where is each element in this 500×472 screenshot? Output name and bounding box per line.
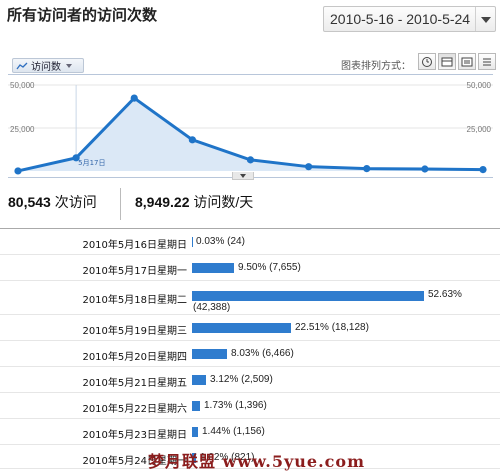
row-value: 1.02% (821) [200,452,255,463]
row-date: 2010年5月16日星期日 [82,240,187,251]
visits-value: 80,543 [8,194,51,210]
row-bar [192,237,193,247]
row-value: 1.44% (1,156) [202,426,265,437]
table-icon[interactable] [438,53,456,70]
row-value: 52.63% [428,289,462,300]
data-point[interactable] [363,164,371,173]
table-row: 2010年5月19日星期三 22.51% (18,128) [0,315,500,341]
per-day-label: 访问数/天 [193,194,254,210]
table-row: 2010年5月24日星期一 1.02% (821) [0,445,500,469]
watermark-text: 梦月联盟 www.5yue.com [148,452,366,471]
daily-visits-table: 2010年5月16日星期日 0.03% (24) 2010年5月17日星期一 9.50… [0,228,500,469]
row-bar [192,263,234,273]
y-tick-right-mid: 25,000 [466,125,491,134]
row-date: 2010年5月24日星期一 [82,456,187,467]
chart-collapse-handle[interactable] [232,172,254,180]
summary-divider [120,188,121,220]
data-point[interactable] [421,165,429,173]
metric-selector-button[interactable]: 访问数 [12,58,84,73]
summary-bar: 80,543 次访问 8,949.22 访问数/天 [0,184,500,226]
row-bar [192,427,198,437]
date-range-selector[interactable]: 2010-5-16 - 2010-5-24 [323,6,496,32]
row-date: 2010年5月19日星期三 [82,326,187,337]
data-point[interactable] [479,165,487,174]
table-row: 2010年5月18日星期二 (42,388) 52.63% [0,281,500,315]
date-range-text: 2010-5-16 - 2010-5-24 [330,11,471,27]
row-date: 2010年5月18日星期二 [82,295,187,306]
table-row: 2010年5月16日星期日 0.03% (24) [0,229,500,255]
row-bar [192,323,291,333]
table-row: 2010年5月17日星期一 9.50% (7,655) [0,255,500,281]
row-value: 0.03% (24) [196,236,245,247]
y-tick-left-mid: 25,000 [10,125,35,134]
visits-label: 次访问 [54,194,97,210]
table-row: 2010年5月22日星期六 1.73% (1,396) [0,393,500,419]
table-row: 2010年5月23日星期日 1.44% (1,156) [0,419,500,445]
row-date: 2010年5月17日星期一 [82,266,187,277]
row-value: 22.51% (18,128) [295,322,369,333]
data-point[interactable] [305,163,313,171]
row-value: 1.73% (1,396) [204,400,267,411]
point-date-label: 5月17日 [78,159,105,167]
chart-canvas: 5月17日 [8,84,493,175]
series-area [18,98,483,171]
data-point[interactable] [14,167,22,175]
data-point[interactable] [246,156,255,164]
visits-chart: 5月17日 50,000 25,000 50,000 25,000 [8,74,493,178]
row-date: 2010年5月21日星期五 [82,378,187,389]
clock-icon[interactable] [418,53,436,70]
data-point[interactable] [72,154,80,162]
row-bar [192,291,424,301]
row-bar [192,453,196,463]
data-point[interactable] [130,94,138,102]
menu-icon[interactable] [478,53,496,70]
metric-label: 访问数 [31,62,61,73]
table-row: 2010年5月21日星期五 3.12% (2,509) [0,367,500,393]
page-title: 所有访问者的访问次数 [7,6,158,24]
visits-per-day: 8,949.22 访问数/天 [135,192,253,212]
list-icon[interactable] [458,53,476,70]
chart-mode-buttons [418,53,498,70]
row-date: 2010年5月23日星期日 [82,430,187,441]
chart-mode-label: 图表排列方式： [341,61,411,72]
dropdown-arrow-icon [66,63,72,68]
line-chart-icon [16,62,28,69]
y-tick-left-top: 50,000 [10,81,35,90]
visits-total: 80,543 次访问 [8,192,97,212]
row-value: 8.03% (6,466) [231,348,294,359]
row-date: 2010年5月22日星期六 [82,404,187,415]
table-row: 2010年5月20日星期四 8.03% (6,466) [0,341,500,367]
row-count: (42,388) [193,302,231,313]
chevron-down-icon[interactable] [475,7,495,31]
y-tick-right-top: 50,000 [466,81,491,90]
row-bar [192,401,200,411]
row-value: 9.50% (7,655) [238,262,301,273]
row-value: 3.12% (2,509) [210,374,273,385]
row-bar [192,375,206,385]
per-day-value: 8,949.22 [135,194,190,210]
row-bar [192,349,227,359]
row-date: 2010年5月20日星期四 [82,352,187,363]
data-point[interactable] [188,136,196,144]
